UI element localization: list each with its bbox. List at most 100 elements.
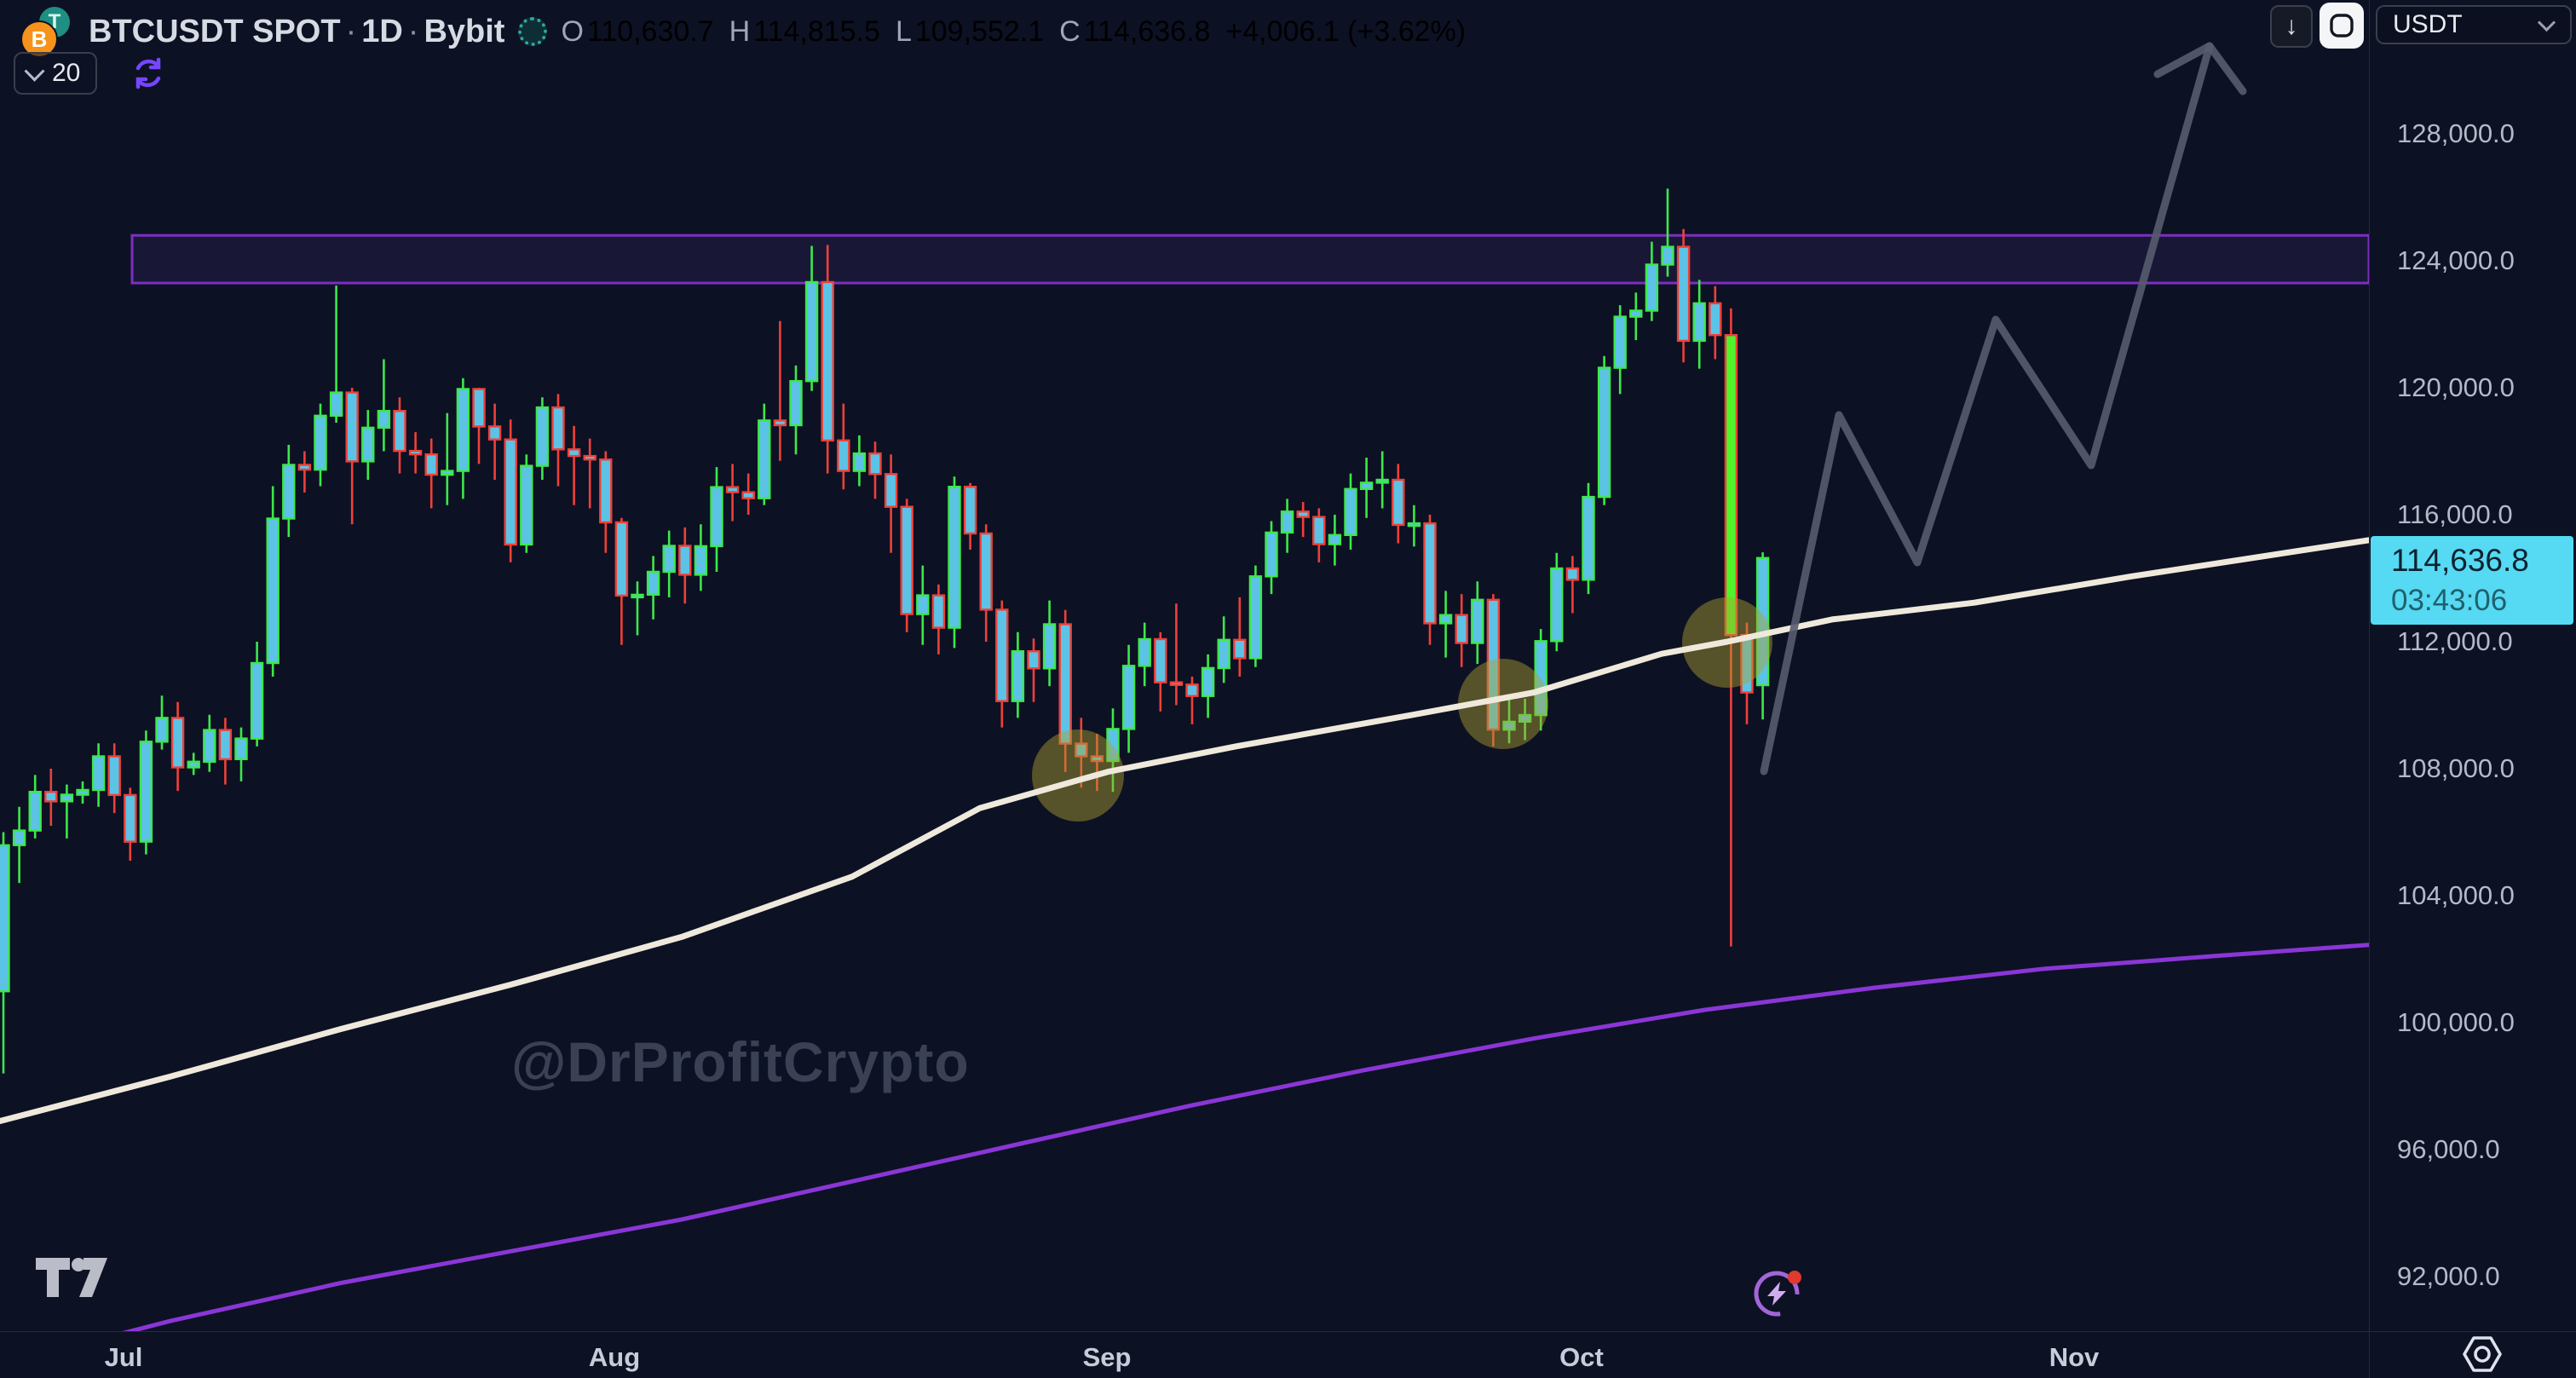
candle-body [1502, 720, 1516, 731]
candle-body [1233, 638, 1247, 660]
ma-purple-line [122, 943, 2369, 1331]
gear-button[interactable] [2462, 1335, 2503, 1378]
candle-body [282, 464, 296, 520]
sync-button[interactable] [126, 51, 170, 95]
candle-body [1280, 510, 1294, 534]
candle-body [1121, 665, 1136, 730]
candle-body [1359, 481, 1374, 491]
candle-body [948, 486, 961, 629]
candle-body [1201, 666, 1215, 697]
candle-body [995, 608, 1009, 702]
candle-body [710, 486, 723, 548]
candle-body [329, 391, 343, 418]
time-axis-label: Nov [2049, 1342, 2100, 1372]
price-axis-label: 124,000.0 [2397, 245, 2515, 275]
candle-body [614, 521, 629, 597]
candle-body [1407, 522, 1421, 528]
candle-body [1344, 487, 1357, 536]
candle-body [1582, 495, 1595, 581]
candle-body [1375, 478, 1389, 484]
candle-body [868, 452, 882, 476]
arrow-down-icon: ↓ [2285, 12, 2298, 40]
candle-body [804, 280, 819, 383]
candle-body [1058, 623, 1072, 745]
candle-body [1550, 567, 1564, 643]
tradingview-logo [36, 1258, 109, 1305]
candle-body [1629, 309, 1643, 318]
price-axis[interactable]: USDT 128,000.0 124,000.0 120,000.0 116,000.… [2370, 0, 2576, 1331]
time-axis-label: Aug [588, 1342, 641, 1372]
candle-body [441, 470, 454, 476]
candle-body [155, 717, 169, 743]
lightning-button[interactable] [1752, 1266, 1805, 1323]
candle-body [266, 517, 279, 665]
candle-body [1138, 637, 1151, 667]
download-button[interactable]: ↓ [2270, 5, 2313, 48]
axis-divider-horizontal [0, 1331, 2576, 1332]
price-axis-label: 120,000.0 [2397, 372, 2515, 402]
symbol-title[interactable]: BTCUSDT SPOT · 1D · Bybit [89, 14, 504, 50]
btc-coin-icon: B [20, 20, 58, 58]
candle-body [599, 458, 613, 524]
candle-body [408, 449, 423, 456]
pair-icon: T B [20, 7, 75, 58]
currency-dropdown[interactable]: USDT [2376, 5, 2572, 44]
candles-layer [0, 188, 1770, 1074]
time-axis-label: Oct [1559, 1342, 1604, 1372]
time-axis-label: Jul [104, 1342, 143, 1372]
lightning-icon [1754, 1271, 1801, 1317]
candle-body [631, 593, 644, 599]
candle-body [1090, 755, 1104, 763]
indicator-legend: 20 [14, 51, 170, 95]
time-axis[interactable]: Jul Aug Sep Oct Nov [0, 1332, 2576, 1378]
candle-body [76, 788, 89, 796]
candle-body [203, 729, 216, 764]
candle-body [1423, 522, 1437, 625]
candle-body [583, 454, 596, 461]
highlight-circle [1032, 729, 1124, 822]
price-axis-label: 112,000.0 [2397, 626, 2513, 656]
candle-body [107, 755, 121, 797]
candle-body [1597, 366, 1611, 499]
candle-body [297, 464, 312, 471]
candle-body [1692, 302, 1706, 343]
candle-body [1312, 516, 1326, 545]
candle-body [91, 755, 106, 792]
candle-body [758, 419, 771, 499]
candle-body [1185, 683, 1199, 697]
candle-body [1248, 575, 1263, 660]
screenshot-button[interactable] [2320, 3, 2364, 49]
low-key: L [895, 14, 912, 48]
projection-arrow[interactable] [1760, 42, 2214, 775]
title-separator: · [407, 13, 419, 49]
candle-body [28, 791, 42, 832]
candle-body [0, 844, 10, 993]
candle-body [424, 453, 438, 476]
chart-canvas[interactable]: @DrProfitCrypto T B BTCUSDT SPOT · 1D · Bybi… [0, 0, 2369, 1331]
candle-body [916, 594, 930, 615]
price-axis-label: 100,000.0 [2397, 1007, 2515, 1037]
candle-body [12, 829, 26, 846]
candle-body [1328, 533, 1342, 545]
chevron-down-icon [2537, 13, 2556, 32]
candle-body [1027, 650, 1040, 670]
candle-body [979, 532, 993, 611]
candle-body [314, 414, 327, 471]
candle-body [456, 388, 470, 472]
ma-length-value: 20 [52, 59, 81, 87]
time-axis-label: Sep [1082, 1342, 1132, 1372]
symbol-header: T B BTCUSDT SPOT · 1D · Bybit O 110,630.7 H 11… [20, 7, 1466, 58]
price-axis-label: 92,000.0 [2397, 1261, 2500, 1291]
ma-length-button[interactable]: 20 [14, 52, 98, 95]
high-value: 114,815.5 [753, 14, 880, 48]
candle-body [124, 793, 137, 843]
candlestick-chart [0, 42, 2369, 1331]
price-axis-label: 128,000.0 [2397, 118, 2515, 148]
candle-body [1154, 637, 1167, 683]
ohlc-readout: O 110,630.7 H 114,815.5 L 109,552.1 C 114,63… [561, 15, 1466, 49]
candle-body [725, 486, 740, 493]
resistance-zone [130, 234, 2369, 285]
candle-body [900, 505, 913, 615]
candle-body [789, 380, 803, 427]
candle-body [1455, 614, 1468, 644]
